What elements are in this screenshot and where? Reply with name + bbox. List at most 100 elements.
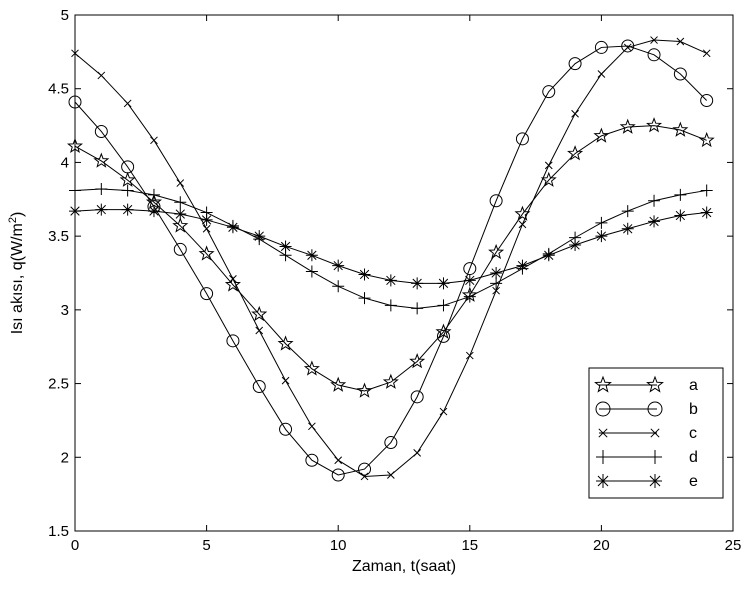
y-tick-label: 2.5	[48, 376, 69, 393]
data-point-a	[698, 131, 715, 148]
y-tick-label: 4.5	[48, 81, 69, 98]
data-point-c	[308, 422, 316, 431]
data-point-b	[384, 436, 398, 450]
legend-marker	[594, 375, 664, 393]
y-tick-label: 3	[61, 302, 69, 319]
data-point-b	[200, 287, 214, 301]
data-point-a	[619, 118, 636, 134]
data-point-a	[514, 205, 531, 221]
data-point-d	[384, 299, 397, 312]
series-a	[66, 117, 715, 398]
data-point-b	[410, 390, 424, 404]
data-point-a	[567, 145, 584, 161]
data-point-e	[147, 205, 160, 218]
data-point-c	[492, 286, 500, 295]
data-point-a	[435, 323, 452, 339]
data-point-c	[544, 161, 553, 170]
data-point-e	[253, 230, 266, 243]
series-line-a	[74, 125, 707, 392]
data-point-a	[330, 376, 347, 392]
data-point-d	[648, 194, 661, 207]
data-point-d	[595, 216, 608, 229]
data-point-e	[490, 267, 503, 279]
data-point-d	[358, 292, 371, 305]
data-point-b	[68, 95, 82, 109]
data-point-a	[93, 152, 110, 168]
y-tick-label: 1.5	[48, 523, 69, 540]
data-point-d	[411, 302, 424, 315]
data-point-c	[676, 37, 685, 46]
data-point-c	[123, 99, 132, 108]
y-tick-label: 4	[61, 154, 69, 171]
x-tick-label: 0	[71, 537, 79, 554]
data-point-e	[121, 203, 134, 216]
data-point-c	[518, 220, 527, 229]
data-point-a	[172, 217, 189, 233]
legend-item-a: a	[594, 375, 698, 394]
data-point-e	[411, 277, 424, 290]
data-point-c	[255, 326, 264, 335]
data-point-b	[252, 380, 266, 394]
data-point-e	[384, 274, 397, 287]
x-tick-label: 15	[461, 537, 478, 554]
data-point-c	[465, 351, 474, 360]
data-point-b	[647, 48, 661, 62]
legend-marker	[595, 401, 663, 417]
data-point-a	[540, 171, 557, 187]
data-point-a	[119, 171, 136, 187]
data-point-e	[69, 205, 81, 218]
data-point-d	[95, 182, 108, 195]
data-point-a	[356, 382, 373, 398]
data-point-b	[331, 468, 345, 482]
data-point-d	[463, 290, 476, 303]
x-axis-label: Zaman, t(saat)	[352, 558, 456, 575]
data-point-e	[542, 249, 555, 262]
data-point-a	[672, 121, 689, 137]
data-point-c	[702, 49, 711, 58]
data-point-b	[305, 453, 319, 467]
data-point-d	[490, 277, 503, 290]
data-point-b	[542, 85, 556, 99]
y-tick-label: 5	[61, 7, 69, 24]
legend-marker	[596, 450, 662, 464]
data-point-a	[382, 373, 399, 389]
data-point-c	[202, 224, 211, 233]
data-point-b	[94, 124, 108, 138]
legend-item-c: c	[598, 425, 697, 442]
data-point-b	[358, 462, 372, 476]
y-tick-label: 2	[61, 449, 69, 466]
data-point-a	[488, 243, 505, 260]
series-line-b	[74, 45, 708, 476]
data-point-e	[95, 203, 108, 216]
data-point-b	[173, 242, 187, 256]
data-point-d	[674, 188, 687, 201]
legend-item-e: e	[596, 473, 698, 490]
y-tick-label: 3.5	[48, 228, 69, 245]
data-point-a	[224, 276, 241, 292]
y-axis-label-end: )	[9, 212, 26, 217]
x-tick-label: 5	[202, 537, 210, 554]
data-point-a	[251, 305, 268, 322]
data-point-a	[303, 360, 320, 376]
data-point-a	[409, 353, 426, 369]
data-point-b	[515, 132, 529, 146]
data-point-b	[700, 94, 714, 108]
data-point-a	[66, 137, 84, 154]
data-point-d	[332, 280, 345, 293]
data-point-c	[229, 275, 237, 283]
y-axis-label-superscript: 2	[7, 217, 19, 223]
legend-item-d: d	[596, 449, 698, 466]
data-point-e	[437, 277, 450, 290]
series-c	[71, 36, 711, 481]
data-point-c	[386, 471, 395, 479]
data-point-e	[595, 230, 608, 243]
data-point-c	[334, 456, 343, 465]
legend-label: c	[689, 425, 697, 442]
legend-label: b	[689, 401, 698, 418]
data-point-c	[176, 179, 185, 187]
data-point-c	[71, 49, 79, 58]
data-point-a	[277, 335, 294, 351]
legend-marker	[598, 428, 660, 438]
